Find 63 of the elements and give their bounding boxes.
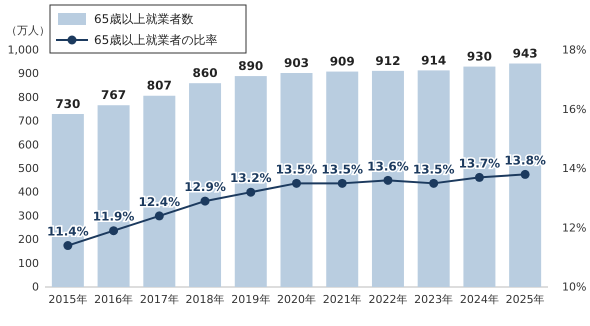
y-tick-label: 600	[18, 138, 39, 152]
data-label: 767	[101, 88, 126, 102]
data-label: 930	[466, 50, 492, 64]
x-tick-label: 2015年	[48, 292, 88, 306]
point	[383, 176, 392, 185]
y-axis-title: （万人）	[6, 24, 50, 37]
point	[63, 241, 72, 250]
y-tick-label: 700	[18, 114, 39, 128]
x-tick-label: 2016年	[94, 292, 134, 306]
data-label: 943	[512, 46, 538, 61]
point	[338, 178, 347, 188]
point	[292, 178, 301, 188]
y-tick-label: 100	[18, 256, 39, 270]
data-label: 13.5%	[321, 162, 364, 176]
data-label: 730	[55, 96, 80, 111]
legend-label: 65歳以上就業者数	[94, 12, 194, 26]
data-label: 860	[192, 66, 218, 80]
x-tick-label: 2021年	[322, 292, 362, 306]
data-label: 909	[330, 54, 355, 69]
data-label: 912	[375, 54, 400, 68]
y2-tick-label: 10%	[562, 280, 586, 294]
x-tick-label: 2022年	[368, 292, 408, 306]
point	[520, 170, 530, 179]
y2-tick-label: 16%	[562, 102, 586, 116]
y-tick-label: 400	[18, 186, 39, 199]
y2-tick-label: 12%	[562, 221, 586, 234]
y-tick-label: 1,000	[8, 44, 39, 57]
data-label: 890	[238, 59, 264, 74]
x-tick-label: 2019年	[231, 292, 270, 306]
x-tick-label: 2024年	[460, 292, 499, 306]
data-label: 11.9%	[92, 210, 134, 224]
x-tick-label: 2025年	[506, 292, 545, 306]
x-tick-label: 2023年	[414, 292, 454, 306]
data-label: 12.9%	[184, 180, 226, 194]
data-label: 914	[421, 53, 446, 68]
point	[200, 196, 210, 206]
x-tick-label: 2017年	[140, 292, 179, 306]
data-label: 13.2%	[230, 171, 272, 186]
y-tick-label: 0	[32, 280, 39, 294]
data-label: 13.5%	[276, 162, 318, 176]
point	[246, 188, 256, 197]
point	[154, 211, 164, 220]
data-label: 13.6%	[367, 159, 409, 174]
x-tick-label: 2020年	[277, 292, 316, 306]
x-tick-label: 2018年	[186, 292, 225, 306]
data-label: 11.4%	[47, 224, 89, 239]
data-label: 807	[146, 78, 172, 93]
data-label: 13.7%	[458, 156, 500, 170]
y2-tick-label: 18%	[562, 44, 586, 57]
data-label: 13.8%	[504, 153, 546, 168]
y2-tick-label: 14%	[562, 162, 586, 176]
data-label: 903	[284, 56, 310, 70]
legend-label: 65歳以上就業者の比率	[94, 33, 218, 47]
data-label: 12.4%	[138, 194, 180, 209]
y-tick-label: 900	[18, 67, 39, 80]
y-tick-label: 200	[18, 233, 39, 246]
point	[474, 172, 484, 182]
point	[109, 226, 118, 236]
y-tick-label: 500	[18, 162, 39, 176]
data-label: 13.5%	[412, 162, 454, 176]
point	[429, 178, 438, 188]
y-tick-label: 300	[18, 209, 39, 222]
y-tick-label: 800	[18, 90, 39, 104]
